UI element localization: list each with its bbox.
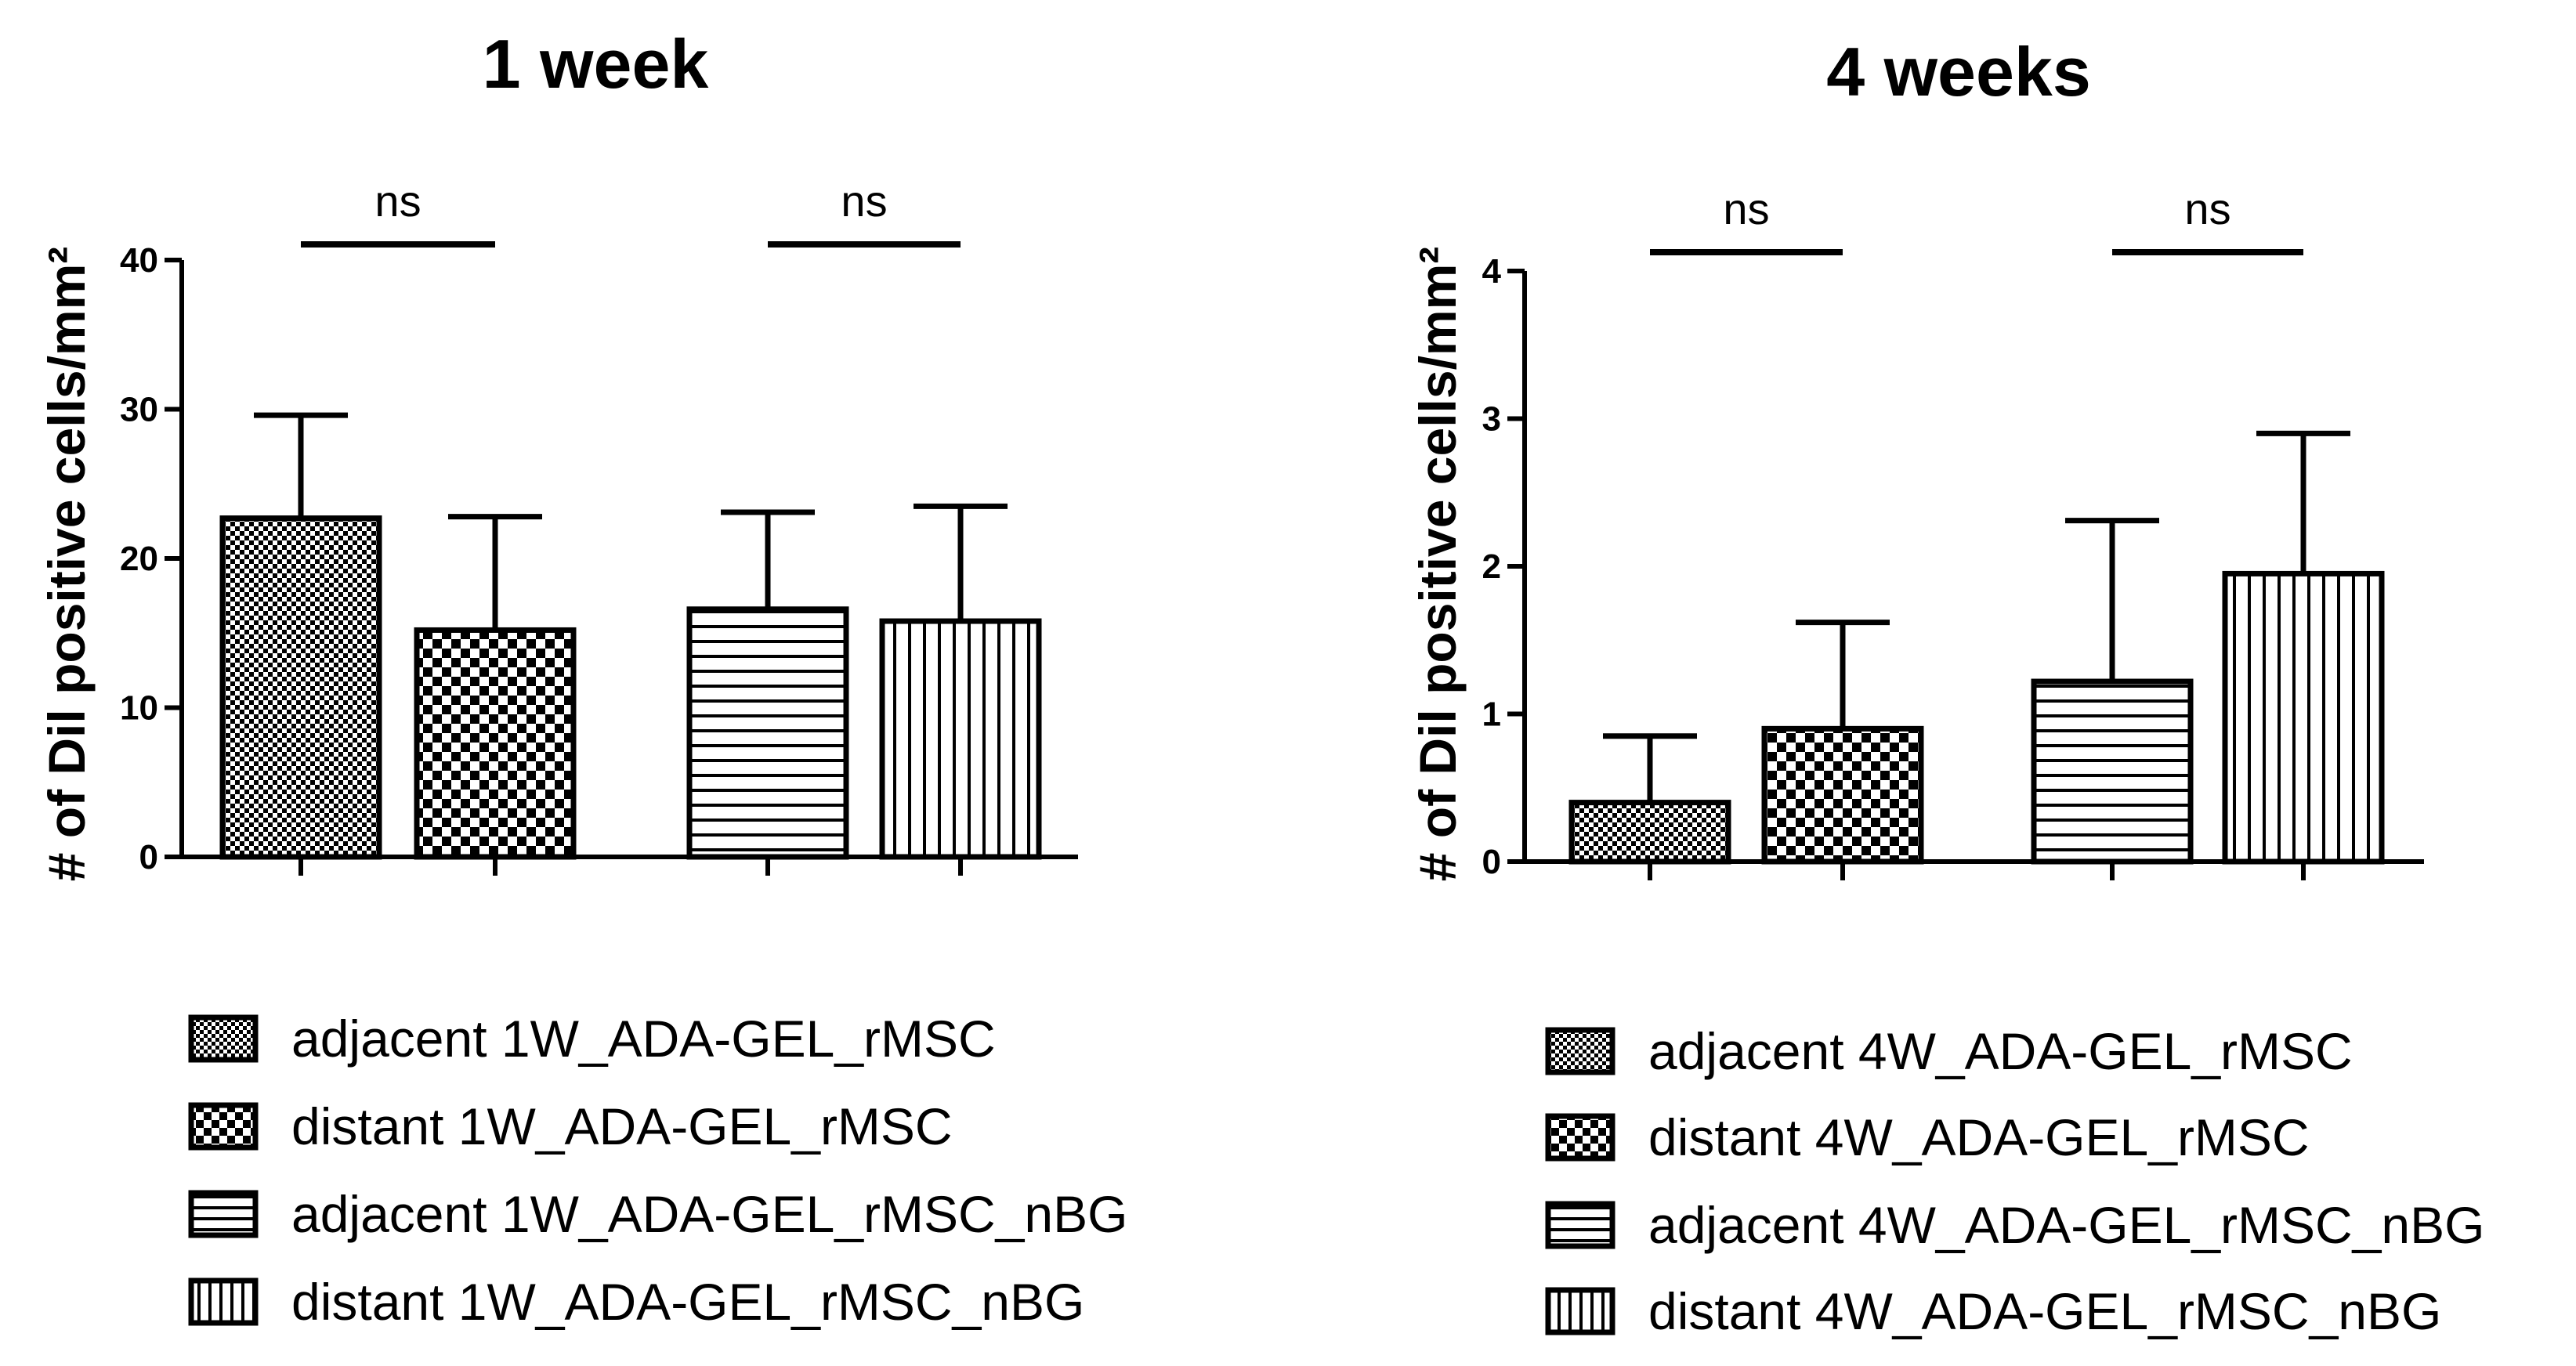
legend-swatch: [188, 1102, 259, 1151]
y-axis-label: # of Dil positive cells/mm²: [1409, 247, 1467, 882]
legend-label: adjacent 1W_ADA-GEL_rMSC: [291, 1010, 996, 1068]
legend-swatch: [188, 1014, 259, 1063]
legend-swatch: [1545, 1287, 1615, 1335]
bar: [1568, 800, 1731, 865]
bar: [686, 606, 849, 860]
bars: [1568, 430, 2385, 865]
bar: [2031, 678, 2194, 865]
bar: [219, 515, 382, 860]
significance-label: ns: [374, 176, 421, 226]
legend-label: distant 1W_ADA-GEL_rMSC: [291, 1097, 953, 1155]
significance-label: ns: [1723, 184, 1769, 233]
y-tick-label: 10: [120, 689, 158, 728]
legend-label: distant 4W_ADA-GEL_rMSC: [1648, 1108, 2310, 1166]
bars: [219, 412, 1042, 860]
axes: [179, 260, 1078, 876]
axes: [1522, 271, 2424, 880]
y-tick-label: 1: [1482, 696, 1501, 734]
chart-title: 4 weeks: [1826, 33, 2091, 110]
y-tick-label: 20: [120, 540, 158, 578]
significance-label: ns: [841, 176, 887, 226]
y-axis-ticks: 0 1 2 3 4: [1482, 252, 1525, 881]
bar: [1761, 725, 1924, 865]
y-axis-ticks: 0 10 20 30 40: [120, 241, 182, 876]
legend-label: adjacent 4W_ADA-GEL_rMSC_nBG: [1648, 1196, 2484, 1254]
legend-swatch: [1545, 1201, 1615, 1249]
significance-label: ns: [2184, 184, 2230, 233]
y-tick-label: 40: [120, 241, 158, 280]
y-tick-label: 0: [1482, 843, 1501, 881]
y-tick-label: 0: [139, 838, 158, 876]
legend-swatch: [188, 1190, 259, 1238]
chart-title: 1 week: [483, 25, 710, 103]
legend-swatch: [188, 1277, 259, 1326]
y-tick-label: 3: [1482, 400, 1501, 439]
bar: [414, 627, 577, 860]
bar: [879, 618, 1042, 860]
y-axis-label: # of Dil positive cells/mm²: [38, 247, 96, 882]
chart-4-weeks: 4 weeks # of Dil positive cells/mm² 0 1 2 3…: [1409, 33, 2484, 1340]
bar: [2222, 570, 2385, 865]
chart-1-week: 1 week # of Dil positive cells/mm² 0 10 20…: [38, 25, 1127, 1331]
y-tick-label: 4: [1482, 252, 1502, 291]
y-tick-label: 2: [1482, 547, 1501, 586]
legend-label: distant 1W_ADA-GEL_rMSC_nBG: [291, 1273, 1084, 1331]
legend-swatch: [1545, 1113, 1615, 1162]
y-tick-label: 30: [120, 391, 158, 429]
significance-brackets: ns ns: [301, 176, 961, 248]
legend-label: distant 4W_ADA-GEL_rMSC_nBG: [1648, 1282, 2441, 1340]
legend-label: adjacent 4W_ADA-GEL_rMSC: [1648, 1022, 2353, 1080]
legend-label: adjacent 1W_ADA-GEL_rMSC_nBG: [291, 1185, 1127, 1243]
significance-brackets: ns ns: [1650, 184, 2303, 255]
legend-swatch: [1545, 1027, 1615, 1075]
